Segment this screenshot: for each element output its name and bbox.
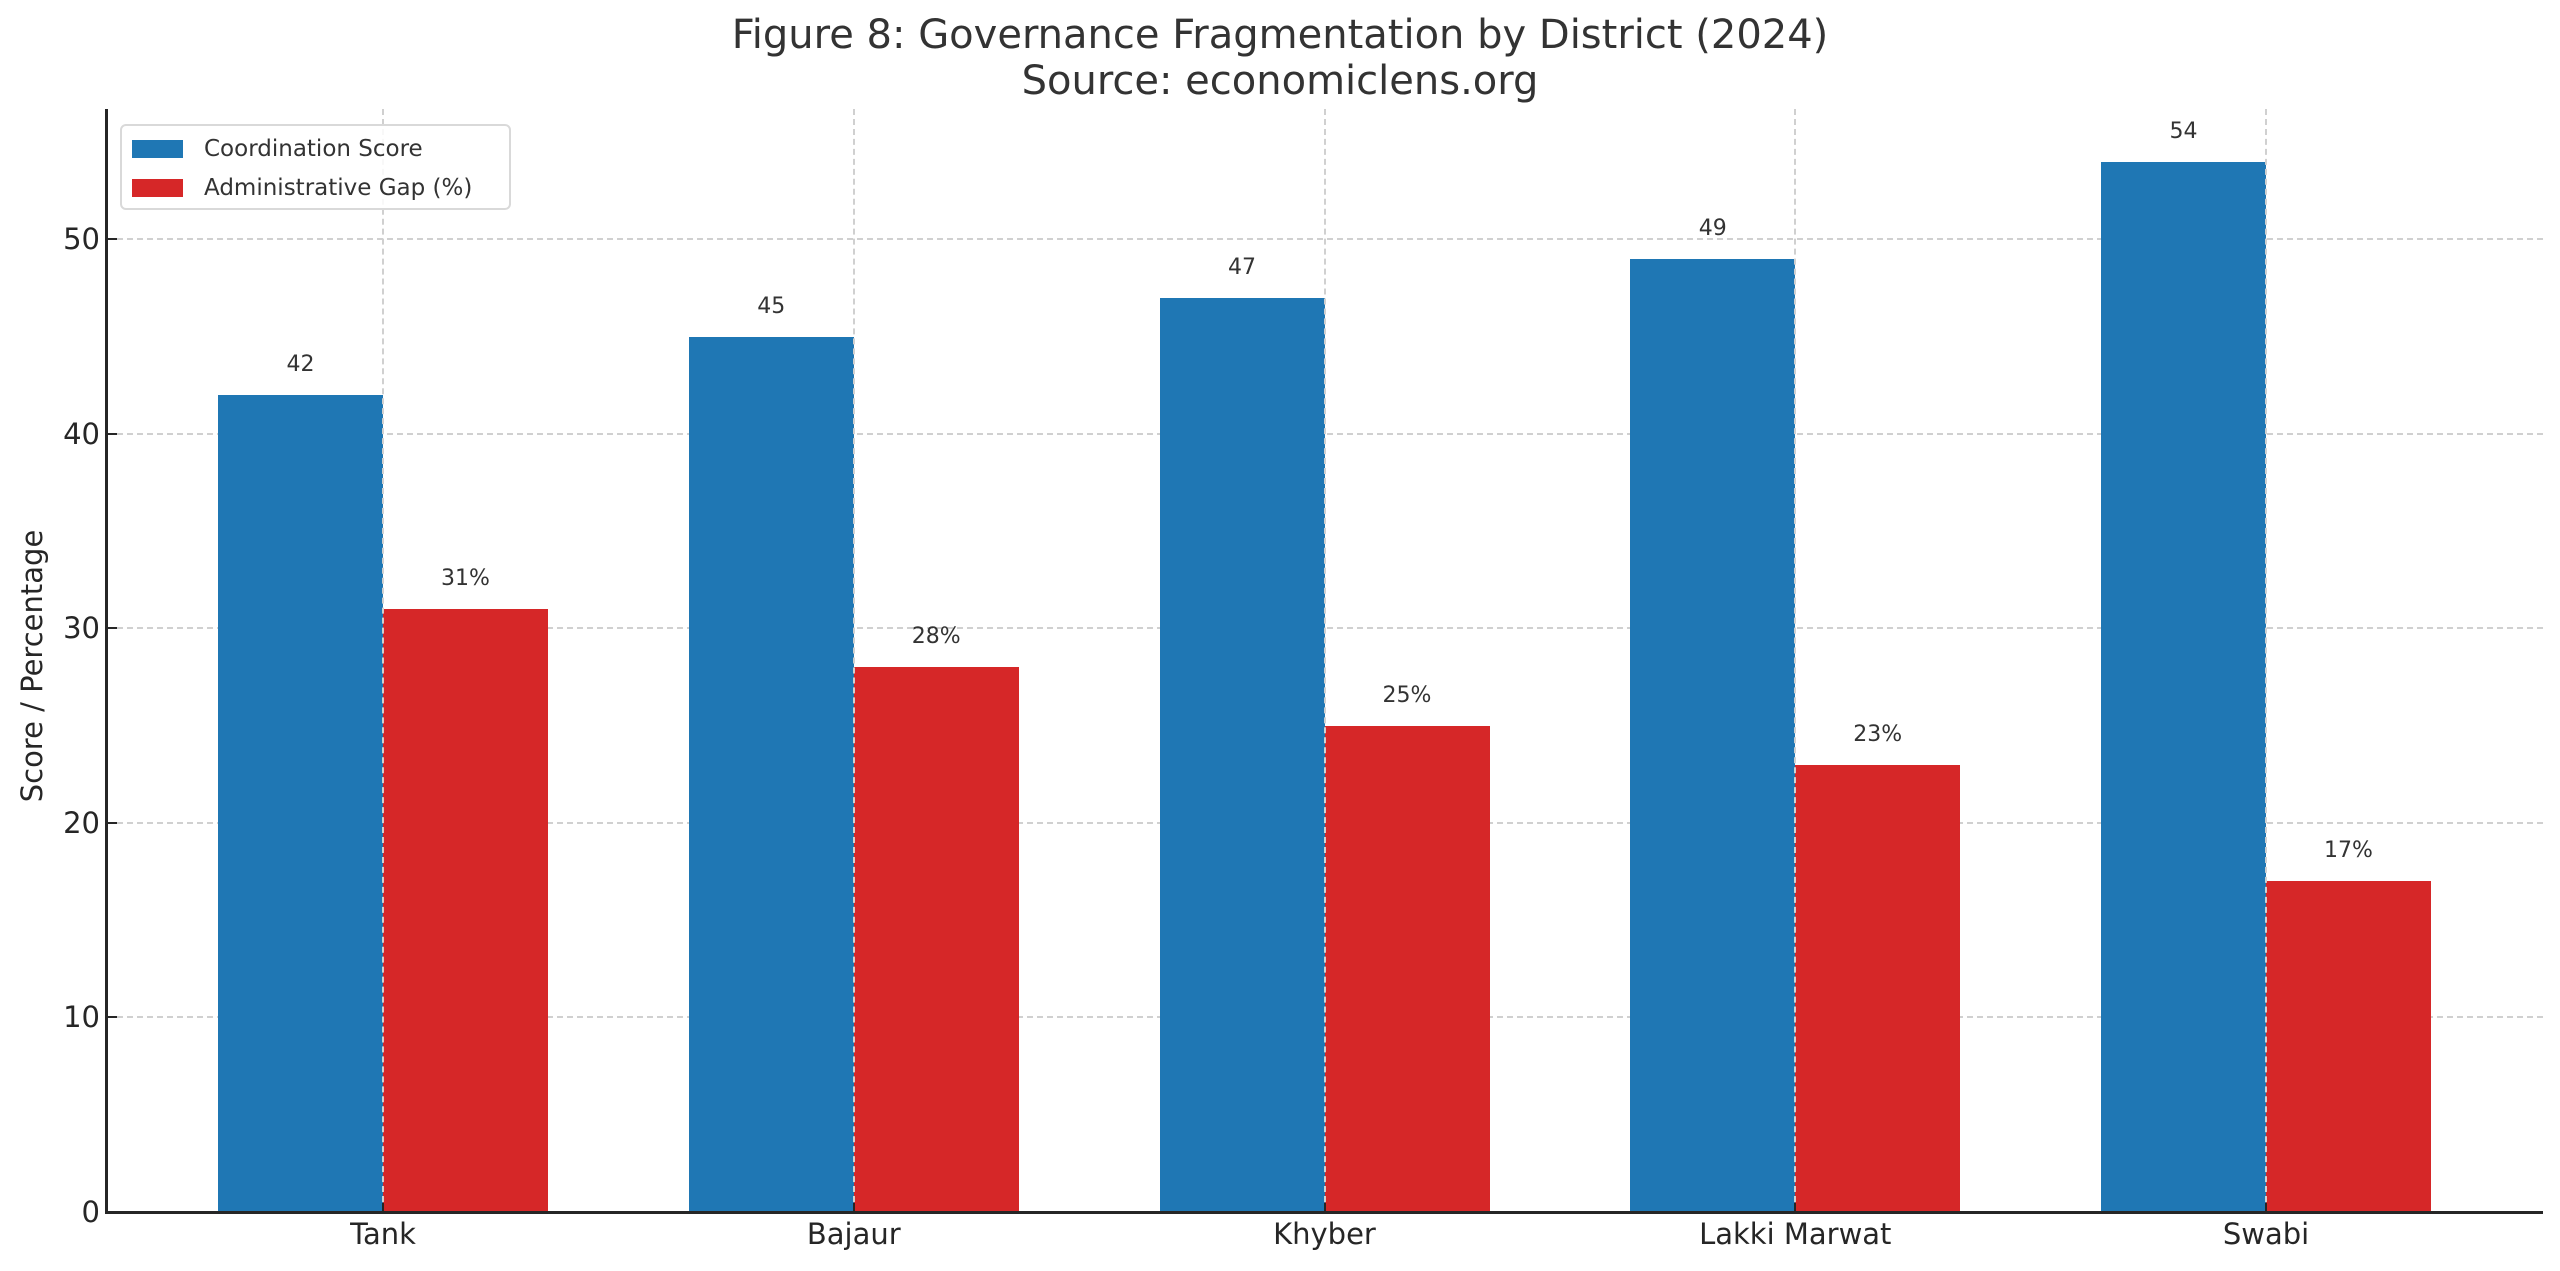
bar-value-label: 25% [1382,682,1432,708]
bar-value-label: 47 [1228,254,1256,280]
y-tick-mark [108,627,117,630]
administrative-gap-bar [1324,725,1490,1212]
x-tick-mark [2265,1203,2267,1212]
y-tick-label: 0 [81,1195,100,1229]
y-tick-mark [108,821,117,824]
bar-value-label: 28% [911,624,961,650]
coordination-score-bar [1630,258,1796,1212]
administrative-gap-bar [853,667,1019,1212]
x-tick-mark [852,1203,855,1212]
legend-swatch-blue [132,140,183,158]
bar-value-label: 54 [2169,118,2198,144]
x-tick-label: Bajaur [806,1217,901,1251]
x-tick-label: Lakki Marwat [1699,1217,1892,1251]
x-tick-label: Swabi [2222,1217,2310,1251]
chart-subtitle-source: Source: economiclens.org [1021,58,1539,104]
legend-item-coordination-score: Coordination Score [132,135,423,163]
vertical-gridline [2265,109,2267,1212]
vertical-gridline [852,109,855,1212]
coordination-score-bar [218,394,383,1212]
x-tick-mark [1794,1203,1797,1212]
y-tick-label: 30 [63,611,100,646]
coordination-score-bar [2101,161,2266,1212]
bar-value-label: 31% [441,565,490,591]
administrative-gap-bar [383,608,548,1212]
bar-value-label: 42 [286,351,315,377]
y-tick-mark [108,1211,117,1213]
x-tick-mark [1323,1203,1326,1212]
legend-label: Administrative Gap (%) [204,175,473,201]
legend: Coordination Score Administrative Gap (%… [120,124,511,210]
y-tick-label: 50 [63,222,100,257]
legend-item-administrative-gap: Administrative Gap (%) [132,174,472,202]
x-tick-mark [382,1203,384,1212]
y-tick-mark [108,238,117,241]
y-axis-label: Score / Percentage [15,529,49,803]
vertical-gridline [1794,109,1797,1212]
bar-value-label: 23% [1853,721,1903,747]
legend-label: Coordination Score [204,136,423,162]
y-tick-mark [108,432,117,435]
y-tick-label: 40 [63,416,100,451]
coordination-score-bar [1159,297,1325,1212]
y-tick-mark [108,1016,117,1019]
chart-title: Figure 8: Governance Fragmentation by Di… [731,12,1829,58]
y-axis-spine [105,109,108,1214]
x-tick-label: Khyber [1273,1217,1376,1251]
y-tick-label: 10 [63,1000,100,1035]
x-axis-spine [105,1211,2543,1214]
administrative-gap-bar [1795,764,1961,1212]
bar-value-label: 49 [1698,215,1727,241]
bar-value-label: 17% [2324,838,2373,864]
vertical-gridline [1323,109,1326,1212]
coordination-score-bar [688,336,854,1212]
y-tick-label: 20 [63,805,100,840]
plot-area: 42 31% 45 28% 47 25% 49 23% 54 17% [107,109,2543,1212]
administrative-gap-bar [2266,881,2431,1212]
x-tick-label: Tank [350,1217,416,1251]
vertical-gridline [382,109,384,1212]
legend-swatch-red [132,179,183,197]
bar-value-label: 45 [757,293,786,319]
